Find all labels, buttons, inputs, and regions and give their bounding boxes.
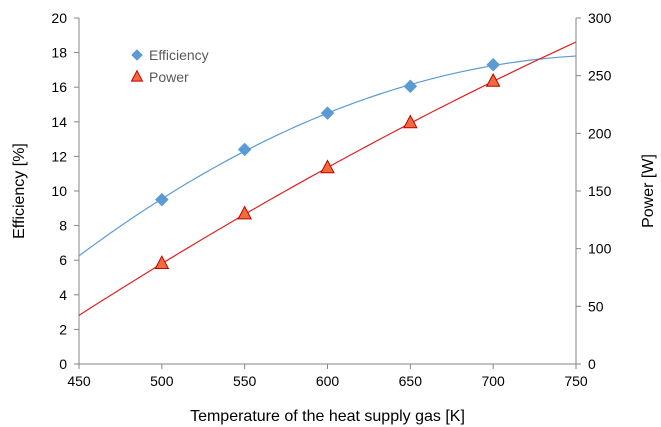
data-markers [154,57,501,270]
x-axis-title: Temperature of the heat supply gas [K] [190,408,465,425]
y-right-tick-label: 150 [588,183,612,199]
power-point [403,114,418,129]
y-right-tick-label: 100 [588,241,612,257]
efficiency-point [237,142,252,157]
y-left-tick-label: 6 [59,252,67,268]
power-point [320,159,335,174]
y-right-axis-title: Power [W] [640,154,657,228]
axes: 450 500 550 600 650 700 7500246810121416182005… [51,10,611,389]
efficiency-trend-line [78,55,577,257]
y-right-tick-label: 50 [588,298,604,314]
y-left-tick-label: 16 [51,79,67,95]
y-left-tick-label: 8 [59,218,67,234]
y-right-tick-label: 300 [588,10,612,26]
efficiency-point [486,57,501,72]
power-point [237,205,252,220]
legend-marker-diamond [131,49,143,61]
efficiency-point [154,192,169,207]
y-right-tick-label: 0 [588,356,596,372]
y-left-tick-label: 20 [51,10,67,26]
x-tick-label: 700 [481,373,505,389]
efficiency-point [320,106,335,121]
y-left-tick-label: 2 [59,321,67,337]
y-left-tick-label: 4 [59,287,67,303]
y-left-tick-label: 12 [51,148,67,164]
y-left-axis-title: Efficiency [%] [11,143,28,239]
y-left-tick-label: 10 [51,183,67,199]
efficiency-point [403,79,418,94]
x-tick-label: 550 [233,373,257,389]
power-point [485,72,501,87]
legend-label: Efficiency [149,47,209,63]
x-tick-label: 500 [150,373,174,389]
legend-marker-triangle [130,69,144,82]
x-tick-label: 600 [316,373,340,389]
legend-entry-efficiency: Efficiency [131,47,209,63]
legend: Efficiency Power [130,47,209,85]
legend-entry-power: Power [130,69,189,85]
y-right-tick-label: 250 [588,68,612,84]
x-tick-label: 750 [564,373,588,389]
legend-label: Power [149,69,189,85]
x-tick-label: 450 [67,373,91,389]
y-left-tick-label: 18 [51,45,67,61]
y-left-tick-label: 0 [59,356,67,372]
y-right-tick-label: 200 [588,125,612,141]
x-tick-label: 650 [399,373,423,389]
power-point [154,255,170,270]
y-left-tick-label: 14 [51,114,67,130]
axis-titles: Temperature of the heat supply gas [K] Ef… [11,143,657,425]
